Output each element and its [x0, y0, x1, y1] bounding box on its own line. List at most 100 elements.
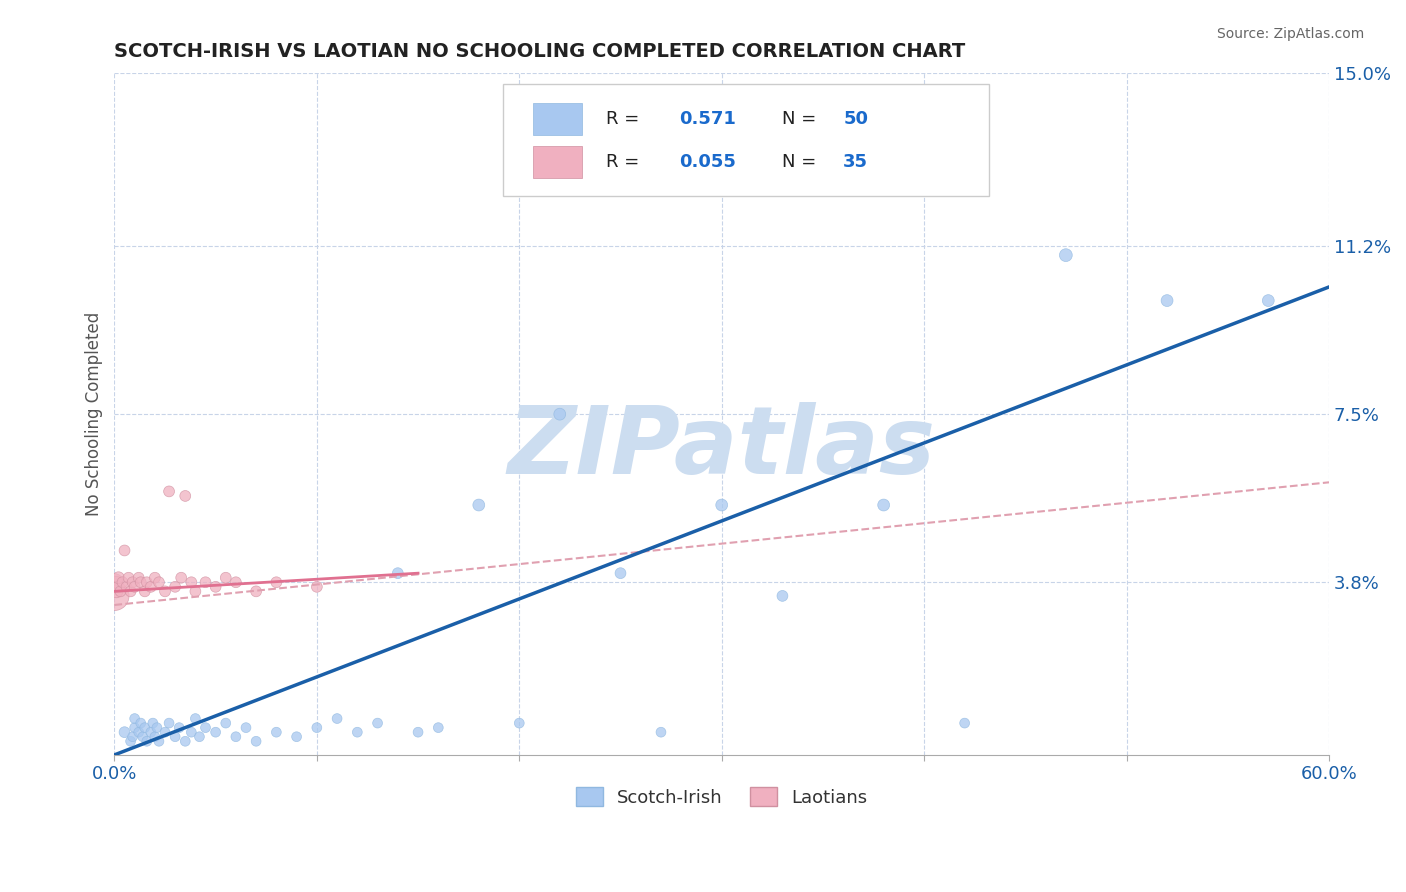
- Point: [184, 712, 207, 726]
- Point: [508, 716, 530, 731]
- Point: [204, 580, 226, 594]
- Point: [194, 575, 217, 590]
- Point: [121, 575, 143, 590]
- FancyBboxPatch shape: [503, 84, 988, 196]
- Point: [266, 575, 288, 590]
- Point: [367, 716, 389, 731]
- Point: [110, 584, 132, 599]
- Point: [174, 489, 197, 503]
- Point: [184, 584, 207, 599]
- Point: [953, 716, 976, 731]
- Point: [1156, 293, 1178, 308]
- Text: Source: ZipAtlas.com: Source: ZipAtlas.com: [1216, 27, 1364, 41]
- Point: [215, 571, 238, 585]
- Point: [124, 721, 146, 735]
- Point: [194, 721, 217, 735]
- Point: [157, 716, 180, 731]
- Point: [143, 571, 166, 585]
- Text: R =: R =: [606, 110, 640, 128]
- Point: [305, 580, 328, 594]
- Point: [105, 584, 128, 599]
- Point: [107, 571, 129, 585]
- Point: [148, 734, 170, 748]
- Point: [124, 580, 146, 594]
- Point: [245, 584, 267, 599]
- Point: [427, 721, 450, 735]
- Point: [872, 498, 894, 512]
- Point: [165, 580, 187, 594]
- Point: [142, 716, 165, 731]
- Point: [146, 721, 169, 735]
- Text: 0.571: 0.571: [679, 110, 737, 128]
- Point: [180, 575, 202, 590]
- Point: [170, 571, 193, 585]
- Point: [165, 730, 187, 744]
- Point: [772, 589, 794, 603]
- Text: 0.055: 0.055: [679, 153, 737, 171]
- Point: [114, 725, 136, 739]
- Point: [650, 725, 672, 739]
- Point: [1257, 293, 1279, 308]
- Point: [1054, 248, 1077, 262]
- Point: [135, 575, 157, 590]
- Point: [285, 730, 308, 744]
- Point: [406, 725, 429, 739]
- Point: [120, 584, 142, 599]
- Point: [134, 721, 156, 735]
- Point: [114, 543, 136, 558]
- Point: [157, 484, 180, 499]
- Point: [548, 407, 571, 421]
- Point: [609, 566, 631, 581]
- Text: N =: N =: [783, 110, 817, 128]
- Point: [710, 498, 733, 512]
- Text: N =: N =: [783, 153, 817, 171]
- Y-axis label: No Schooling Completed: No Schooling Completed: [86, 312, 103, 516]
- Point: [117, 571, 139, 585]
- Point: [225, 575, 247, 590]
- Point: [153, 725, 176, 739]
- Point: [148, 575, 170, 590]
- Text: 50: 50: [844, 110, 868, 128]
- Point: [266, 725, 288, 739]
- Point: [387, 566, 409, 581]
- Point: [128, 571, 150, 585]
- Text: R =: R =: [606, 153, 640, 171]
- Text: 35: 35: [844, 153, 868, 171]
- Point: [180, 725, 202, 739]
- Point: [139, 725, 162, 739]
- Point: [103, 575, 125, 590]
- Point: [129, 575, 152, 590]
- Point: [134, 584, 156, 599]
- Point: [245, 734, 267, 748]
- Point: [204, 725, 226, 739]
- Text: ZIPatlas: ZIPatlas: [508, 402, 936, 494]
- Point: [215, 716, 238, 731]
- Point: [143, 730, 166, 744]
- Point: [121, 730, 143, 744]
- Point: [132, 730, 155, 744]
- Point: [153, 584, 176, 599]
- Point: [128, 725, 150, 739]
- Point: [107, 580, 129, 594]
- Point: [105, 575, 128, 590]
- Legend: Scotch-Irish, Laotians: Scotch-Irish, Laotians: [568, 780, 875, 814]
- Point: [115, 580, 138, 594]
- FancyBboxPatch shape: [533, 103, 582, 136]
- FancyBboxPatch shape: [533, 145, 582, 178]
- Point: [305, 721, 328, 735]
- Point: [129, 716, 152, 731]
- Point: [120, 734, 142, 748]
- Point: [124, 712, 146, 726]
- Point: [111, 575, 134, 590]
- Point: [346, 725, 368, 739]
- Point: [225, 730, 247, 744]
- Point: [135, 734, 157, 748]
- Point: [139, 580, 162, 594]
- Point: [188, 730, 211, 744]
- Point: [235, 721, 257, 735]
- Point: [103, 589, 125, 603]
- Point: [174, 734, 197, 748]
- Point: [468, 498, 491, 512]
- Point: [167, 721, 190, 735]
- Text: SCOTCH-IRISH VS LAOTIAN NO SCHOOLING COMPLETED CORRELATION CHART: SCOTCH-IRISH VS LAOTIAN NO SCHOOLING COM…: [114, 42, 966, 61]
